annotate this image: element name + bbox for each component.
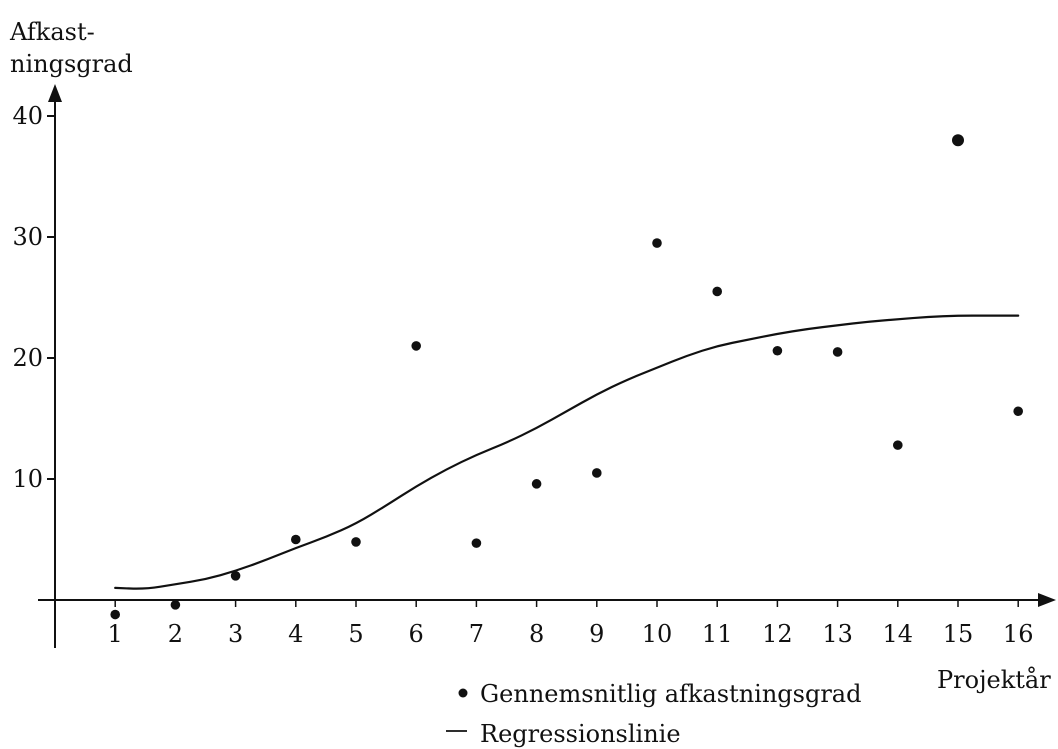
x-tick-label: 6 — [409, 620, 424, 648]
x-axis-title: Projektår — [937, 665, 1051, 694]
data-point — [170, 600, 181, 610]
x-tick-label: 7 — [469, 620, 484, 648]
y-axis-title: Afkast- ningsgrad — [9, 18, 133, 78]
x-tick-label: 16 — [1003, 620, 1034, 648]
x-tick-label: 5 — [348, 620, 363, 648]
data-point — [893, 440, 903, 450]
x-tick-label: 2 — [168, 620, 183, 648]
y-axis-title-line1: Afkast- — [9, 18, 95, 46]
y-tick-label: 10 — [12, 465, 43, 493]
y-ticks: 10 20 30 40 — [12, 102, 55, 493]
x-tick-label: 1 — [108, 620, 123, 648]
data-point — [1013, 406, 1023, 417]
x-axis-arrow — [1038, 593, 1056, 607]
regression-series — [114, 314, 1020, 590]
data-point — [832, 347, 843, 357]
data-point — [952, 134, 964, 147]
x-tick-label: 8 — [529, 620, 544, 648]
legend-points-label: Gennemsnitlig afkastningsgrad — [480, 680, 861, 708]
x-tick-label: 15 — [943, 620, 974, 648]
legend: Gennemsnitlig afkastningsgrad Regression… — [446, 680, 861, 748]
x-tick-label: 12 — [762, 620, 793, 648]
y-tick-label: 30 — [12, 223, 43, 251]
data-point — [531, 479, 542, 489]
data-point — [230, 571, 241, 581]
data-point — [110, 609, 120, 620]
data-point — [471, 538, 482, 548]
points-series — [110, 134, 1023, 620]
legend-line-label: Regressionslinie — [480, 720, 681, 748]
x-tick-label: 4 — [288, 620, 303, 648]
data-point — [772, 345, 783, 356]
data-point — [351, 537, 361, 547]
y-tick-label: 40 — [12, 102, 43, 130]
x-tick-label: 3 — [228, 620, 243, 648]
x-tick-label: 14 — [883, 620, 914, 648]
x-tick-label: 11 — [702, 620, 733, 648]
data-point — [411, 341, 422, 351]
regression-line — [114, 314, 1020, 590]
axes — [38, 84, 1056, 648]
data-point — [712, 286, 722, 297]
x-tick-label: 9 — [589, 620, 604, 648]
y-axis-arrow — [48, 84, 62, 102]
data-point — [291, 534, 301, 545]
data-point — [592, 468, 602, 478]
x-tick-label: 10 — [642, 620, 673, 648]
x-ticks: 1 2 3 4 5 6 7 8 9 10 11 12 13 14 15 16 — [108, 600, 1034, 648]
y-tick-label: 20 — [12, 344, 43, 372]
legend-point-marker — [458, 688, 468, 698]
y-axis-title-line2: ningsgrad — [10, 50, 133, 78]
x-tick-label: 13 — [822, 620, 853, 648]
data-point — [652, 238, 662, 248]
